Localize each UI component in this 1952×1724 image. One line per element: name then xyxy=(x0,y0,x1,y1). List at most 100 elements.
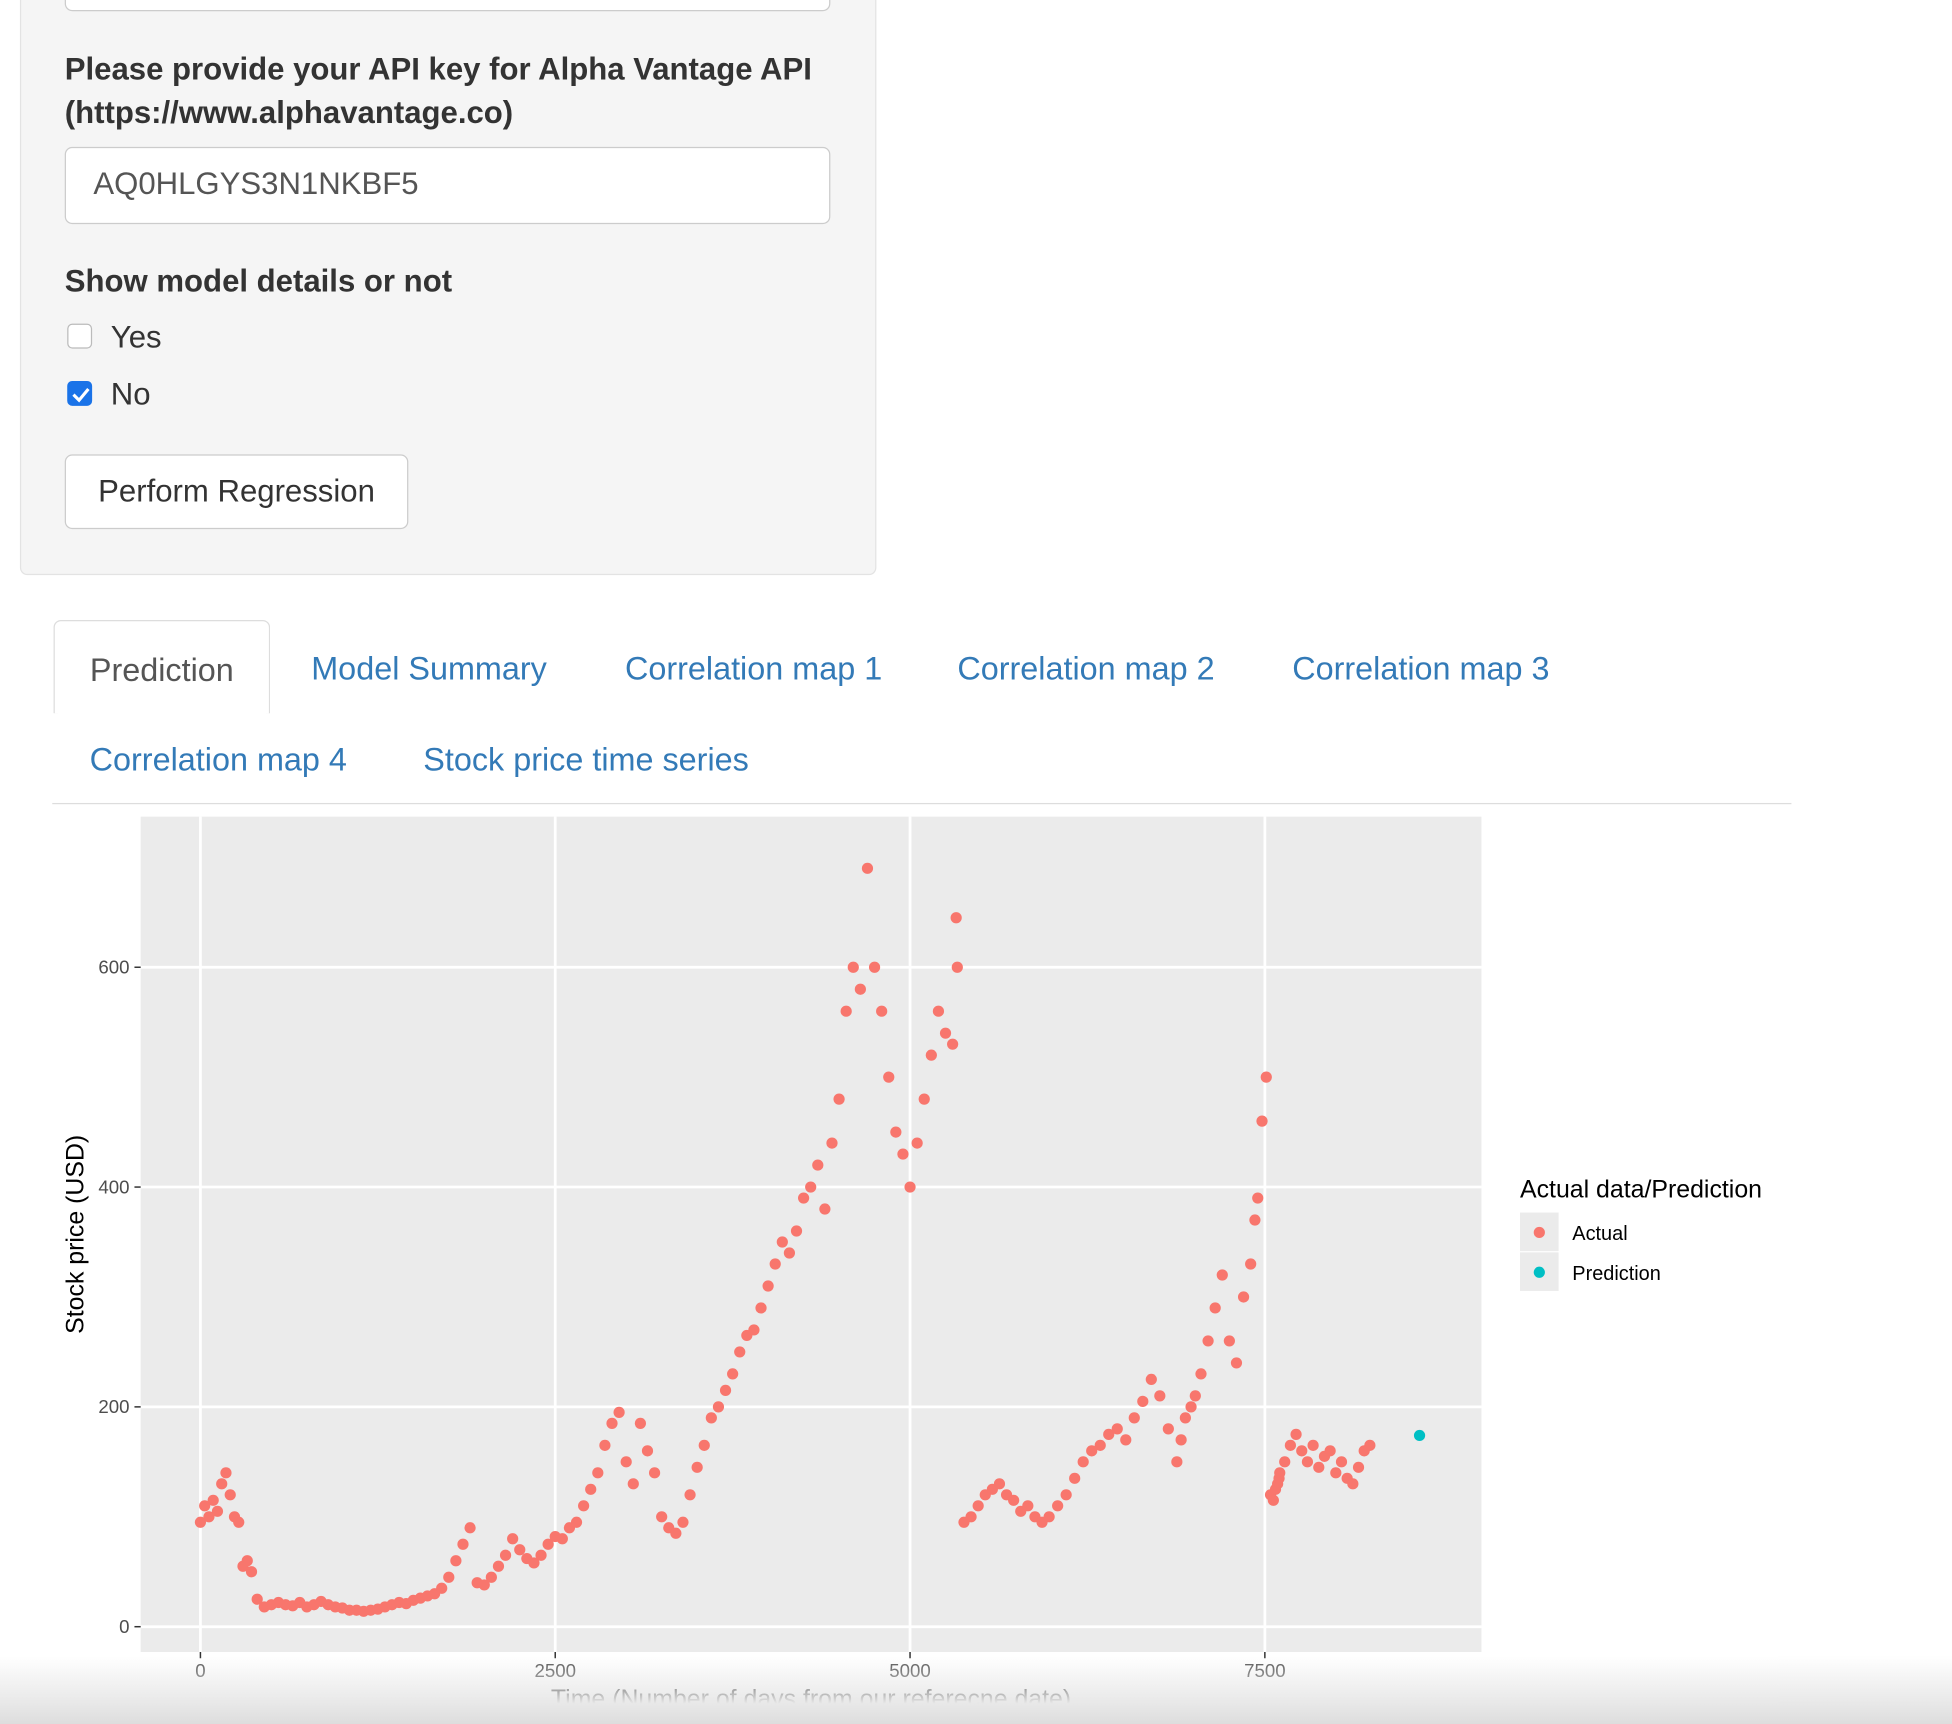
data-point xyxy=(1223,1335,1235,1347)
data-point xyxy=(1195,1368,1207,1380)
data-point xyxy=(1209,1302,1221,1314)
tab[interactable]: Correlation map 4 xyxy=(89,740,347,779)
data-point xyxy=(233,1516,245,1528)
data-point xyxy=(947,1038,959,1050)
data-point xyxy=(1069,1472,1081,1484)
data-point xyxy=(762,1280,774,1292)
data-point xyxy=(1128,1412,1140,1424)
data-point xyxy=(1185,1401,1197,1413)
data-point xyxy=(634,1417,646,1429)
data-point xyxy=(535,1549,547,1561)
tab[interactable]: Model Summary xyxy=(311,649,547,688)
data-point xyxy=(769,1258,781,1270)
data-point xyxy=(528,1557,540,1569)
data-point xyxy=(499,1549,512,1561)
data-point xyxy=(606,1417,618,1429)
data-point xyxy=(712,1401,725,1413)
data-point xyxy=(1284,1439,1297,1451)
data-point xyxy=(1267,1494,1279,1506)
option-label: Yes xyxy=(110,319,162,355)
data-point xyxy=(1313,1461,1325,1473)
legend-marker xyxy=(1533,1266,1545,1278)
data-point xyxy=(648,1467,661,1479)
legend-title: Actual data/Prediction xyxy=(1520,1176,1762,1204)
data-point xyxy=(755,1302,767,1314)
data-point xyxy=(1094,1439,1106,1451)
data-point xyxy=(783,1247,796,1259)
data-point xyxy=(883,1071,895,1083)
tab[interactable]: Correlation map 2 xyxy=(957,649,1215,688)
data-point xyxy=(790,1225,803,1237)
checkbox-checked[interactable] xyxy=(67,380,93,406)
data-point xyxy=(734,1346,746,1358)
data-point xyxy=(578,1500,590,1512)
data-point xyxy=(705,1412,717,1424)
data-point xyxy=(950,912,962,924)
data-point xyxy=(1347,1478,1359,1490)
data-point xyxy=(904,1181,916,1193)
y-tick-label: 200 xyxy=(98,1396,129,1417)
data-point xyxy=(251,1593,263,1605)
data-point xyxy=(207,1494,219,1506)
data-point xyxy=(478,1579,490,1591)
sidebar-panel: Please provide your API key for Alpha Va… xyxy=(19,0,877,576)
data-point xyxy=(876,1005,888,1017)
data-point xyxy=(805,1181,817,1193)
data-point xyxy=(457,1538,469,1550)
data-point xyxy=(1413,1429,1426,1442)
y-axis-title: Stock price (USD) xyxy=(61,1135,89,1334)
legend-label: Prediction xyxy=(1572,1263,1661,1285)
data-point xyxy=(641,1445,654,1457)
legend-label: Actual xyxy=(1572,1223,1627,1245)
data-point xyxy=(507,1533,519,1545)
data-point xyxy=(599,1439,611,1451)
data-point xyxy=(932,1005,945,1017)
data-point xyxy=(199,1500,211,1512)
data-point xyxy=(691,1461,703,1473)
text-input[interactable] xyxy=(64,0,831,12)
data-point xyxy=(203,1511,215,1523)
data-point xyxy=(1060,1489,1072,1501)
details-label: Show model details or not xyxy=(64,263,453,299)
data-point xyxy=(220,1467,232,1479)
api-key-input[interactable]: AQ0HLGYS3N1NKBF5 xyxy=(64,146,831,225)
data-point xyxy=(1290,1428,1302,1440)
data-point xyxy=(1202,1335,1214,1347)
data-point xyxy=(241,1555,253,1567)
data-point xyxy=(485,1571,497,1583)
data-point xyxy=(1279,1456,1291,1468)
data-point xyxy=(450,1555,462,1567)
data-point xyxy=(819,1203,831,1215)
tab[interactable]: Stock price time series xyxy=(423,740,749,779)
data-point xyxy=(1274,1467,1286,1479)
data-point xyxy=(492,1560,505,1572)
data-point xyxy=(620,1456,632,1468)
data-point xyxy=(1252,1192,1264,1204)
data-point xyxy=(1179,1412,1191,1424)
data-point xyxy=(1307,1439,1319,1451)
data-point xyxy=(542,1538,554,1550)
tab[interactable]: Correlation map 1 xyxy=(624,649,883,688)
data-point xyxy=(911,1137,923,1149)
data-point xyxy=(1256,1115,1268,1127)
data-point xyxy=(613,1406,625,1418)
data-point xyxy=(918,1093,930,1105)
data-point xyxy=(1189,1390,1201,1402)
data-point xyxy=(951,961,963,973)
tab[interactable]: Correlation map 3 xyxy=(1292,649,1550,688)
data-point xyxy=(570,1516,583,1528)
data-point xyxy=(965,1511,977,1523)
data-point xyxy=(748,1324,760,1336)
data-point xyxy=(436,1582,448,1594)
data-point xyxy=(1162,1423,1174,1435)
data-point xyxy=(1249,1214,1261,1226)
data-point xyxy=(993,1478,1006,1490)
checkbox[interactable] xyxy=(67,323,93,349)
data-point xyxy=(972,1500,984,1512)
data-point xyxy=(833,1093,845,1105)
tab[interactable]: Prediction xyxy=(53,619,271,714)
regression-button[interactable]: Perform Regression xyxy=(64,454,409,530)
data-point xyxy=(897,1148,909,1160)
